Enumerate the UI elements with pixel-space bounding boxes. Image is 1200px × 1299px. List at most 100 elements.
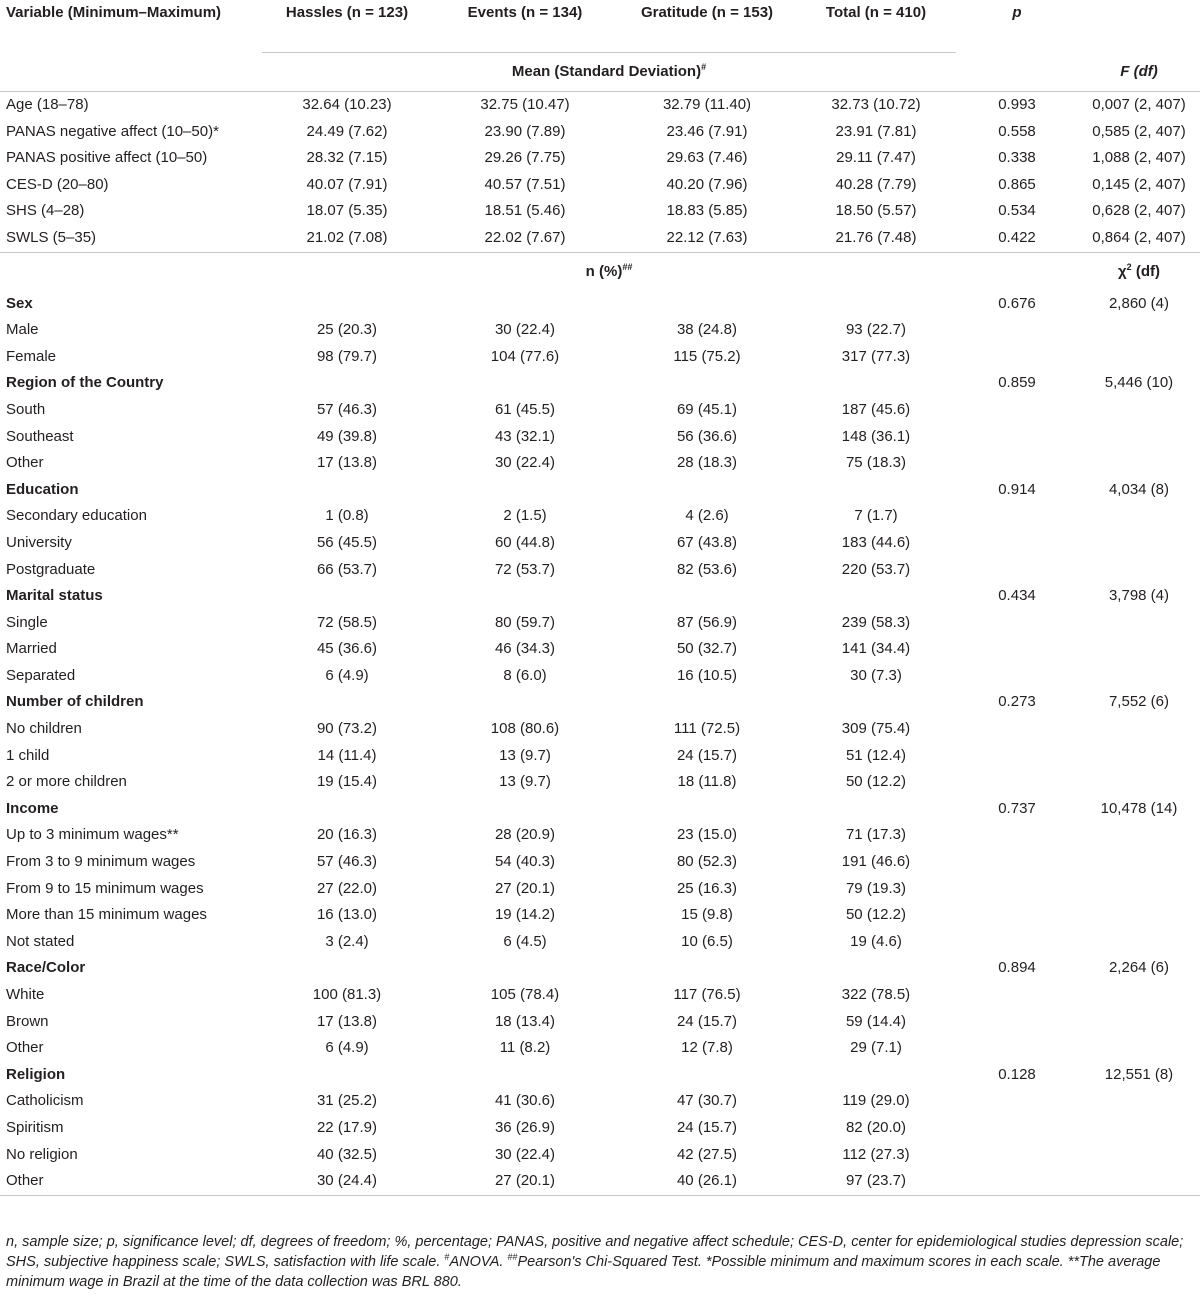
blank-cell	[1078, 317, 1200, 344]
table-cell: 0.558	[998, 122, 1036, 140]
table-cell: 30 (24.4)	[262, 1168, 432, 1196]
blank-cell	[796, 370, 956, 397]
table-cell: 25 (16.3)	[676, 879, 738, 897]
table-row: No religion 40 (32.5) 30 (22.4) 42 (27.5) 11…	[0, 1142, 1200, 1169]
table-cell: 1,088 (2, 407)	[1092, 149, 1186, 167]
f-df-header: F (df)	[1120, 62, 1158, 80]
table-cell: 220 (53.7)	[841, 560, 911, 578]
chi-square-value: 12,551 (8)	[1104, 1065, 1174, 1083]
blank-cell	[1078, 1115, 1200, 1142]
blank-cell	[956, 769, 1078, 796]
header-row: Variable (Minimum–Maximum) Hassles (n = …	[0, 0, 1200, 53]
blank-cell	[262, 796, 432, 823]
blank-cell	[262, 955, 432, 982]
table-cell: 100 (81.3)	[312, 986, 382, 1003]
table-cell: 18.83 (5.85)	[666, 202, 748, 220]
blank-cell	[0, 251, 262, 291]
table-cell: 45 (36.6)	[316, 640, 378, 658]
table-cell: 29 (7.1)	[850, 1039, 902, 1057]
p-value: 0.859	[998, 374, 1036, 392]
blank-cell	[432, 583, 618, 610]
table-row: CES-D (20–80) 40.07 (7.91) 40.57 (7.51) 40.…	[0, 172, 1200, 199]
blank-cell	[432, 370, 618, 397]
blank-cell	[618, 477, 796, 504]
table-cell: 50 (12.2)	[845, 773, 907, 791]
blank-cell	[1078, 397, 1200, 424]
table-cell: 21.76 (7.48)	[835, 228, 917, 246]
chi-square-value: 2,860 (4)	[1108, 294, 1170, 312]
table-cell: 115 (75.2)	[673, 347, 741, 365]
table-cell: 3 (2.4)	[325, 932, 369, 950]
table-cell: 80 (59.7)	[494, 613, 556, 631]
row-label: No religion	[6, 1145, 78, 1163]
blank-cell	[956, 503, 1078, 530]
table-cell: 0.338	[998, 149, 1036, 167]
blank-cell	[1078, 663, 1200, 690]
table-cell: 46 (34.3)	[494, 640, 556, 658]
mean-sd-subheader: Mean (Standard Deviation)#	[262, 52, 956, 92]
table-cell: 32.73 (10.72)	[796, 90, 956, 119]
table-cell: 30 (22.4)	[494, 321, 556, 339]
table-cell: 187 (45.6)	[841, 400, 911, 418]
row-label: Female	[6, 347, 57, 365]
blank-cell	[796, 689, 956, 716]
row-label: PANAS positive affect (10–50)	[6, 149, 208, 167]
table-cell: 6 (4.9)	[325, 666, 369, 684]
table-cell: 50 (32.7)	[676, 640, 738, 658]
blank-cell	[262, 291, 432, 318]
table-row: South 57 (46.3) 61 (45.5) 69 (45.1) 187 (45.…	[0, 397, 1200, 424]
row-label: Brown	[6, 1012, 49, 1030]
table-cell: 30 (22.4)	[494, 1145, 556, 1163]
table-row: Spiritism 22 (17.9) 36 (26.9) 24 (15.7) 82 (…	[0, 1115, 1200, 1142]
table-cell: 30 (7.3)	[850, 666, 902, 684]
table-row: PANAS positive affect (10–50) 28.32 (7.15…	[0, 145, 1200, 172]
section-row: Marital status 0.434 3,798 (4)	[0, 583, 1200, 610]
row-label: University	[6, 533, 72, 551]
table-cell: 82 (53.6)	[676, 560, 738, 578]
table-cell: 4 (2.6)	[685, 507, 729, 525]
blank-cell	[262, 689, 432, 716]
table-cell: 0,864 (2, 407)	[1092, 228, 1186, 246]
p-value: 0.434	[998, 587, 1036, 605]
blank-cell	[1078, 503, 1200, 530]
table-cell: 6 (4.5)	[503, 932, 547, 950]
blank-cell	[956, 716, 1078, 743]
table-cell: 16 (13.0)	[316, 906, 378, 924]
row-label: 2 or more children	[6, 773, 127, 791]
blank-cell	[956, 251, 1078, 291]
table-cell: 23.91 (7.81)	[835, 122, 917, 140]
table-cell: 239 (58.3)	[841, 613, 911, 631]
row-label: Spiritism	[6, 1118, 64, 1136]
chi-square-value: 7,552 (6)	[1108, 693, 1170, 711]
table-cell: 22 (17.9)	[316, 1118, 378, 1136]
blank-cell	[432, 796, 618, 823]
blank-cell	[1078, 743, 1200, 770]
table-row: Other 30 (24.4) 27 (20.1) 40 (26.1) 97 (23.7…	[0, 1168, 1200, 1196]
table-row: Brown 17 (13.8) 18 (13.4) 24 (15.7) 59 (14.4…	[0, 1009, 1200, 1036]
p-value: 0.737	[998, 799, 1036, 817]
blank-cell	[1078, 636, 1200, 663]
table-cell: 32.64 (10.23)	[262, 90, 432, 119]
blank-cell	[956, 1035, 1078, 1062]
blank-cell	[1078, 557, 1200, 584]
table-cell: 25 (20.3)	[316, 321, 378, 339]
table-cell: 61 (45.5)	[494, 400, 556, 418]
table-cell: 40.28 (7.79)	[835, 175, 917, 193]
blank-cell	[796, 477, 956, 504]
blank-cell	[956, 610, 1078, 637]
table-cell: 72 (53.7)	[494, 560, 556, 578]
table-cell: 41 (30.6)	[494, 1092, 556, 1110]
section-title: Race/Color	[6, 959, 86, 977]
table-cell: 40 (26.1)	[618, 1168, 796, 1196]
blank-cell	[1078, 424, 1200, 451]
blank-cell	[956, 902, 1078, 929]
blank-cell	[956, 424, 1078, 451]
table-cell: 19 (4.6)	[850, 932, 902, 950]
table-cell: 18.07 (5.35)	[306, 202, 388, 220]
table-cell: 17 (13.8)	[316, 1012, 378, 1030]
blank-cell	[956, 530, 1078, 557]
blank-cell	[1078, 1168, 1200, 1196]
table-cell: 38 (24.8)	[676, 321, 738, 339]
table-body: Mean (Standard Deviation)# F (df) Age (1…	[0, 52, 1200, 1196]
blank-cell	[1078, 929, 1200, 956]
